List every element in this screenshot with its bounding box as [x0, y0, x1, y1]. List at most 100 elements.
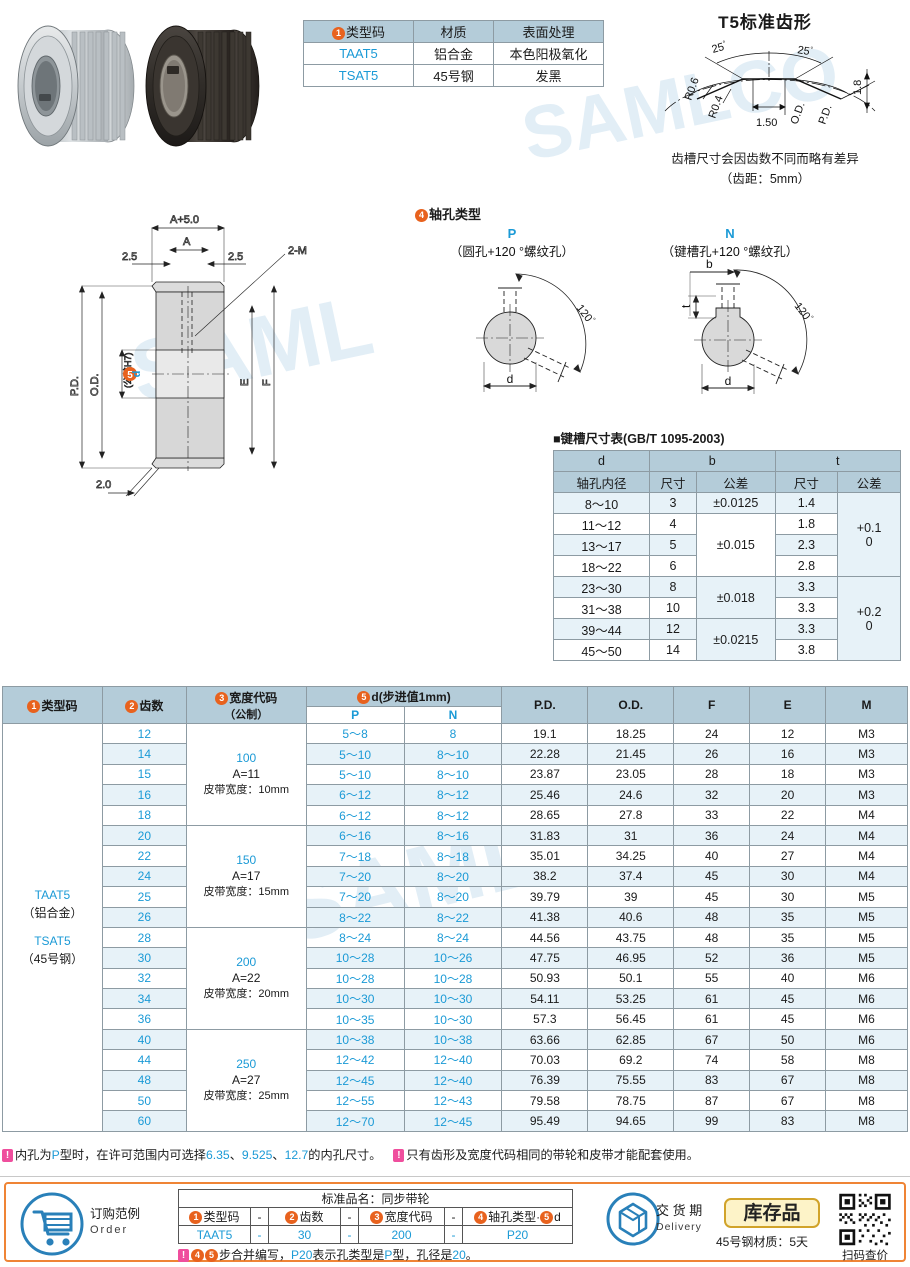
cell-t: 1.4 — [774, 492, 839, 514]
tooth-profile-block: T5标准齿形 — [620, 8, 910, 188]
cell-f: 74 — [673, 1049, 751, 1071]
value-type-code: TAAT5 — [178, 1225, 251, 1244]
width-code: 150 — [236, 853, 257, 868]
cell-t: 3.3 — [774, 618, 839, 640]
cell-f: 52 — [673, 947, 751, 969]
width-a: A=17 — [232, 869, 261, 884]
tooth-profile-title: T5标准齿形 — [718, 13, 812, 32]
cell-od: 53.25 — [587, 988, 675, 1010]
tol-upper: +0.2 — [856, 604, 882, 619]
cell-t: 2.3 — [774, 534, 839, 556]
cell-bore-n: 10～28 — [403, 967, 503, 990]
th-e: E — [749, 686, 827, 724]
tooth-width: 1.50 — [756, 117, 777, 129]
bore-type-title-text: 轴孔类型 — [429, 207, 482, 222]
table-row: 23～30 8 ±0.018 3.3 +0.2 0 — [553, 576, 901, 661]
th-f: F — [673, 686, 751, 724]
th-bore-p: P — [305, 706, 405, 724]
qr-code[interactable] — [834, 1192, 896, 1247]
warning-icon: ! — [393, 1149, 405, 1163]
cell-e: 83 — [749, 1110, 827, 1132]
cell-teeth: 34 — [101, 988, 187, 1010]
cell-m: M5 — [825, 947, 908, 969]
cell-pd: 47.75 — [501, 947, 589, 969]
pd-dim: P.D. — [69, 376, 81, 396]
cell-bore-n: 8～12 — [403, 804, 503, 826]
cell-type-code: TSAT5 — [303, 64, 414, 87]
cell-e: 20 — [749, 784, 827, 806]
cell-pd: 22.28 — [501, 743, 589, 765]
cell-bore-p: 12～42 — [305, 1049, 405, 1071]
bore-n-d: d — [725, 374, 732, 388]
cell-od: 43.75 — [587, 926, 675, 949]
table-header-row: 1 类型码 2 齿数 3 宽度代码 （公制） 5 d(步进值1mm) P.D. O.D.… — [2, 686, 908, 724]
th-pd: P.D. — [501, 686, 589, 724]
dash: - — [250, 1207, 269, 1226]
cell-od: 56.45 — [587, 1008, 675, 1030]
cell-teeth: 14 — [101, 743, 187, 765]
cell-type-code: TAAT5 （铝合金） TSAT5 （45号钢） — [2, 723, 103, 1132]
th-label: 齿数 — [139, 698, 164, 713]
cell-d: 8～10 — [553, 492, 650, 514]
cell-pd: 70.03 — [501, 1049, 589, 1071]
table-row: 40 250 A=27 皮带宽度：25mm 10～38 10～38 63.66 … — [2, 1028, 908, 1132]
th-finish: 表面处理 — [493, 20, 604, 43]
divider — [0, 1176, 910, 1177]
th-type-code: 1 类型码 — [178, 1207, 251, 1226]
th-od: O.D. — [587, 686, 675, 724]
cell-t: 1.8 — [774, 513, 839, 535]
cell-t-tol: +0.1 0 — [837, 492, 901, 577]
cell-e: 30 — [749, 865, 827, 888]
cell-pd: 41.38 — [501, 906, 589, 928]
table-row: 标准品名：同步带轮 — [178, 1189, 573, 1208]
cell-pd: 38.2 — [501, 865, 589, 888]
belt-width: 皮带宽度：25mm — [203, 1090, 289, 1103]
tooth-note-2: （齿距：5mm） — [719, 172, 811, 187]
cell-m: M5 — [825, 926, 908, 949]
cell-e: 67 — [749, 1069, 827, 1092]
cell-m: M5 — [825, 906, 908, 928]
th-type-code: 1 类型码 — [2, 686, 103, 724]
thread-callout: 2-M — [288, 245, 307, 257]
cell-m: M8 — [825, 1069, 908, 1092]
cell-bore-n: 8～10 — [403, 763, 503, 786]
cell-f: 87 — [673, 1090, 751, 1112]
badge-1: 1 — [189, 1211, 203, 1225]
th-b-tol: 公差 — [695, 471, 776, 493]
keyway-table-block: ■键槽尺寸表(GB/T 1095-2003) d b t 轴孔内径 尺寸 公差 … — [553, 428, 902, 661]
cell-teeth: 12 — [101, 722, 187, 745]
bore-n-t: t — [679, 304, 693, 308]
table-row: 16 6～12 8～12 25.46 24.6 32 20 M3 — [2, 784, 908, 806]
th-m: M — [825, 686, 908, 724]
cell-e: 18 — [749, 763, 827, 786]
table-subheader-row: 轴孔内径 尺寸 公差 尺寸 公差 — [553, 471, 901, 493]
cell-bore-n: 8～20 — [403, 865, 503, 888]
cell-od: 46.95 — [587, 947, 675, 969]
th-d: d — [553, 450, 650, 472]
cell-e: 36 — [749, 947, 827, 969]
cell-width-group: 250 A=27 皮带宽度：25mm — [185, 1028, 307, 1132]
cell-f: 32 — [673, 784, 751, 806]
cell-e: 67 — [749, 1090, 827, 1112]
cell-pd: 25.46 — [501, 784, 589, 806]
bore-p-angle: 120° — [574, 302, 597, 327]
cell-b: 5 — [649, 534, 697, 556]
tooth-height: 1.8 — [852, 80, 864, 95]
th-d-sub: 轴孔内径 — [553, 471, 650, 493]
th-label: 宽度代码 — [229, 690, 278, 705]
cell-bore-p: 7～20 — [305, 886, 405, 908]
pd-label: P.D. — [817, 103, 835, 126]
bore-type-title: 4 轴孔类型 — [415, 204, 481, 223]
stock-badge: 库存品 — [724, 1198, 820, 1228]
cell-bore-n: 8～16 — [403, 824, 503, 847]
cell-finish: 发黑 — [493, 64, 604, 87]
cell-m: M6 — [825, 988, 908, 1010]
type-code-table: 1 类型码 材质 表面处理 TAAT5 铝合金 本色阳极氧化 TSAT5 45号钢… — [303, 20, 604, 87]
bore-n-desc: （键槽孔+120 °螺纹孔） — [662, 245, 799, 259]
cell-bore-n: 8 — [403, 722, 503, 745]
bore-p-d: d — [507, 372, 514, 386]
cell-teeth: 16 — [101, 784, 187, 806]
od-label: O.D. — [789, 101, 808, 126]
width-code: 250 — [236, 1057, 257, 1072]
